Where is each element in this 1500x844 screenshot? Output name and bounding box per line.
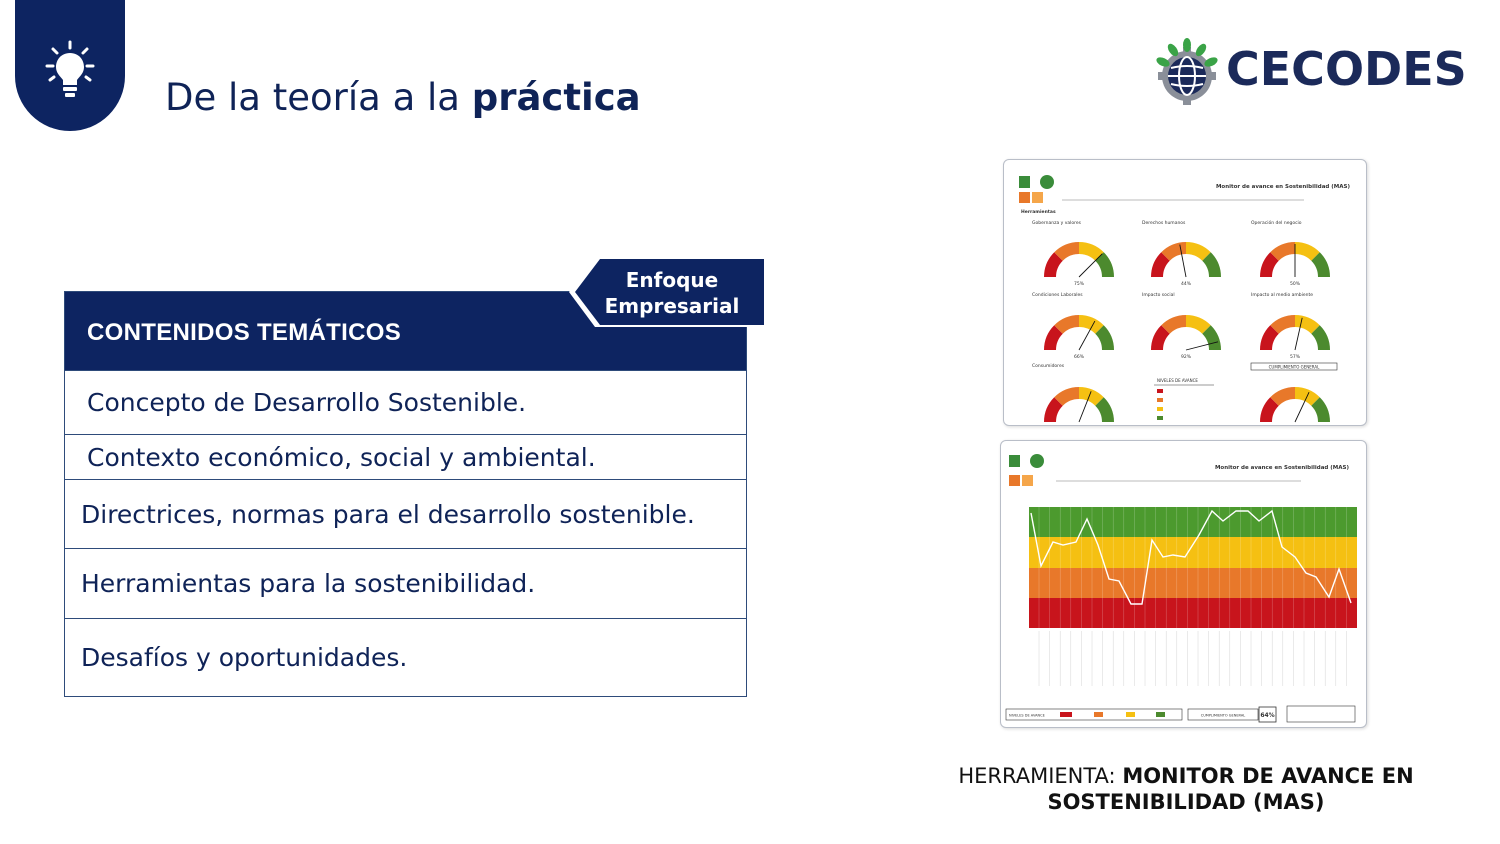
- row-text: Directrices, normas para el desarrollo s…: [81, 500, 695, 529]
- general-label: CUMPLIMIENTO GENERAL: [1269, 365, 1321, 370]
- gauge-label: Consumidores: [1032, 363, 1065, 369]
- logo-text: CECODES: [1226, 42, 1467, 96]
- gauge-needle: [1078, 253, 1103, 278]
- tag-line2: Empresarial: [604, 294, 740, 318]
- gauge-segment: [1270, 315, 1296, 334]
- gauge-needle: [1078, 391, 1092, 423]
- gauge-value: 44%: [1181, 281, 1192, 287]
- gauge-segment: [1294, 242, 1320, 261]
- gauge-label: Gobernanza y valores: [1032, 220, 1082, 226]
- mas-linechart-preview: Monitor de avance en Sostenibilidad (MAS…: [1000, 440, 1367, 728]
- gauge-segment: [1260, 325, 1279, 351]
- levels-label: NIVELES DE AVANCE: [1157, 378, 1198, 383]
- gauge-segment: [1161, 242, 1187, 261]
- table-heading: CONTENIDOS TEMÁTICOS: [87, 319, 402, 346]
- gauge-value: 75%: [1074, 281, 1085, 287]
- gauge-segment: [1294, 315, 1320, 334]
- gauge-segment: [1044, 397, 1063, 423]
- gauge-segment: [1202, 252, 1221, 278]
- table-row: Contexto económico, social y ambiental.: [65, 434, 746, 479]
- gauge-label: Condiciones Laborales: [1032, 292, 1083, 298]
- gauge-segment: [1095, 397, 1114, 423]
- globe-gear-icon: [1156, 38, 1218, 105]
- tag-label: Enfoque Empresarial: [597, 267, 747, 319]
- gauge-segment: [1185, 315, 1211, 334]
- gauge-segment: [1044, 252, 1063, 278]
- general-gauge-segment: [1311, 397, 1330, 423]
- gauge-label: Derechos humanos: [1142, 220, 1186, 226]
- gauge-value: 57%: [1290, 354, 1301, 360]
- row-text: Concepto de Desarrollo Sostenible.: [87, 388, 527, 417]
- enfoque-tag: Enfoque Empresarial: [567, 257, 766, 327]
- contents-table: CONTENIDOS TEMÁTICOS Concepto de Desarro…: [64, 291, 747, 697]
- general-gauge-segment: [1260, 397, 1279, 423]
- gauge-grid: Gobernanza y valores 75% Derechos humanos 4…: [1032, 219, 1330, 423]
- levels-label-2: NIVELES DE AVANCE: [1009, 714, 1045, 718]
- gauge-label: Impacto al medio ambiente: [1251, 292, 1313, 298]
- general-gauge-needle: [1294, 391, 1310, 423]
- general-label-2: CUMPLIMIENTO GENERAL: [1201, 714, 1245, 718]
- general-value: 64%: [1260, 712, 1274, 719]
- title-regular: De la teoría a la: [165, 76, 472, 119]
- gauge-segment: [1095, 252, 1114, 278]
- gauge-needle: [1179, 244, 1187, 278]
- row-text: Herramientas para la sostenibilidad.: [81, 569, 536, 598]
- report-title: Monitor de avance en Sostenibilidad (MAS…: [1216, 184, 1351, 190]
- row-text: Desafíos y oportunidades.: [81, 643, 408, 672]
- page-title: De la teoría a la práctica: [165, 76, 641, 119]
- gauge-segment: [1078, 315, 1104, 334]
- gauge-value: 50%: [1290, 281, 1301, 287]
- gauge-segment: [1161, 315, 1187, 334]
- table-row: Directrices, normas para el desarrollo s…: [65, 479, 746, 549]
- gauge-value: 66%: [1074, 354, 1085, 360]
- gauge-segment: [1185, 242, 1211, 261]
- gauge-segment: [1095, 325, 1114, 351]
- gauge-label: Operación del negocio: [1251, 219, 1302, 226]
- general-gauge-segment: [1270, 387, 1296, 406]
- gauge-needle: [1078, 320, 1096, 351]
- gauge-segment: [1078, 387, 1104, 406]
- gauge-segment: [1054, 315, 1080, 334]
- gauge-segment: [1202, 325, 1221, 351]
- gauge-segment: [1311, 325, 1330, 351]
- tag-line1: Enfoque: [625, 268, 719, 292]
- gauge-segment: [1270, 242, 1296, 261]
- gauge-segment: [1311, 252, 1330, 278]
- header-badge: [15, 0, 125, 131]
- title-bold: práctica: [471, 76, 641, 119]
- table-row: Desafíos y oportunidades.: [65, 618, 746, 696]
- report-title-2: Monitor de avance en Sostenibilidad (MAS…: [1215, 465, 1350, 471]
- caption-prefix: HERRAMIENTA:: [958, 764, 1123, 788]
- gauge-value: 92%: [1181, 354, 1192, 360]
- tool-caption: HERRAMIENTA: MONITOR DE AVANCE EN SOSTEN…: [930, 763, 1442, 815]
- general-gauge-segment: [1294, 387, 1320, 406]
- svg-text:Herramientas: Herramientas: [1021, 209, 1056, 215]
- table-row: Concepto de Desarrollo Sostenible.: [65, 370, 746, 434]
- row-text: Contexto económico, social y ambiental.: [87, 443, 596, 472]
- gauge-segment: [1151, 252, 1170, 278]
- gauge-segment: [1151, 325, 1170, 351]
- caption-bold: MONITOR DE AVANCE EN SOSTENIBILIDAD (MAS…: [1047, 764, 1414, 814]
- gauge-needle: [1294, 317, 1303, 351]
- table-row: Herramientas para la sostenibilidad.: [65, 548, 746, 618]
- cecodes-logo: CECODES: [1153, 38, 1467, 108]
- gauge-segment: [1260, 252, 1279, 278]
- gauge-needle: [1185, 341, 1219, 351]
- gauge-label: Impacto social: [1142, 292, 1175, 298]
- gauge-segment: [1054, 387, 1080, 406]
- mas-gauges-preview: Herramientas Monitor de avance en Sosten…: [1003, 159, 1367, 426]
- gauge-segment: [1078, 242, 1104, 261]
- lightbulb-icon: [45, 40, 95, 97]
- gauge-segment: [1044, 325, 1063, 351]
- gauge-segment: [1054, 242, 1080, 261]
